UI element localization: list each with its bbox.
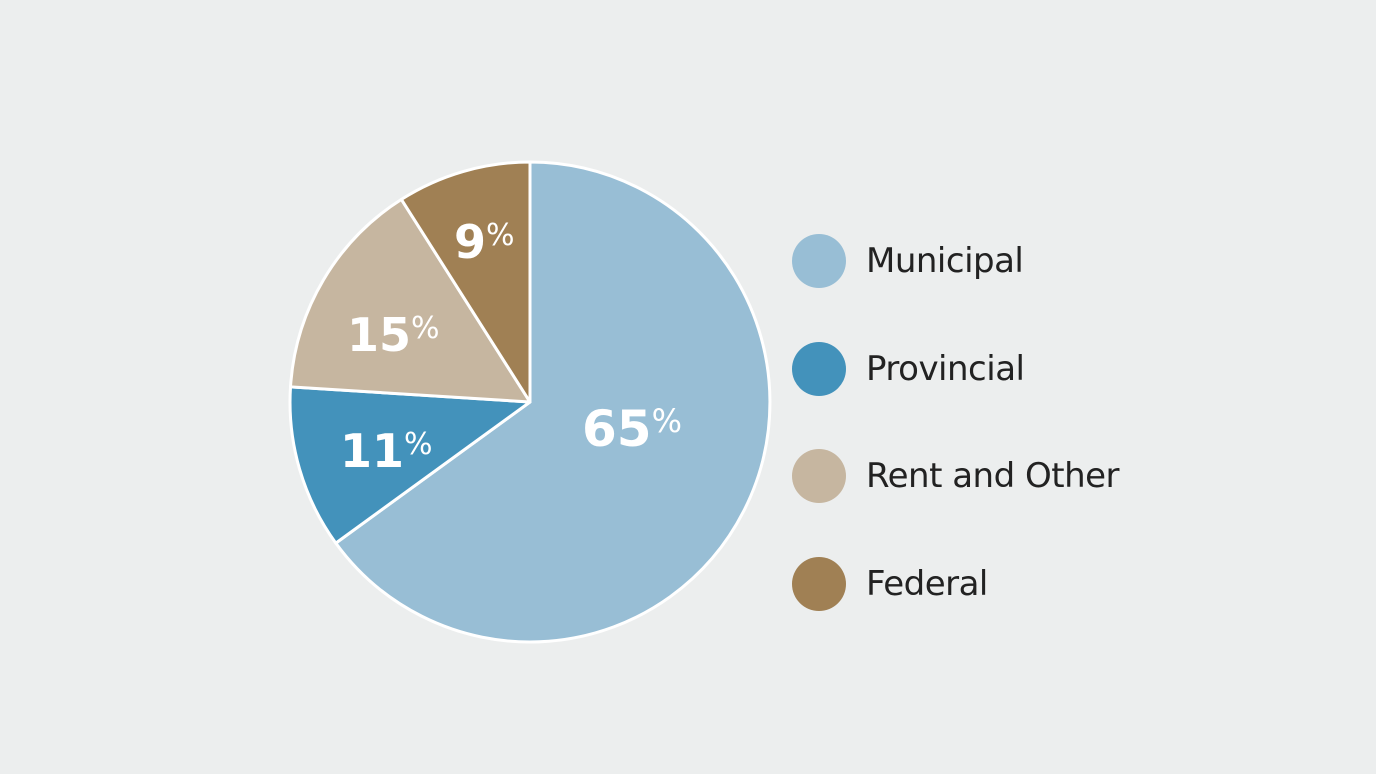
label-federal: 9%	[454, 215, 515, 269]
slice-rent-and-other[interactable]	[289, 197, 532, 404]
label-rent-and-other: 15%	[347, 308, 440, 362]
legend: Municipal Provincial Rent and Other Fede…	[792, 234, 1120, 664]
label-municipal: 65%	[582, 400, 682, 458]
legend-label: Municipal	[866, 241, 1024, 281]
legend-swatch-provincial-icon	[792, 341, 846, 396]
slice-provincial[interactable]	[288, 385, 532, 545]
slice-municipal[interactable]	[334, 160, 772, 644]
legend-swatch-rent-icon	[792, 449, 846, 503]
legend-item-rent-and-other[interactable]: Rent and Other	[792, 449, 1120, 503]
legend-label: Rent and Other	[866, 456, 1120, 496]
slice-federal[interactable]	[399, 160, 532, 404]
legend-item-municipal[interactable]: Municipal	[792, 234, 1119, 288]
legend-swatch-municipal-icon	[792, 234, 846, 288]
legend-item-provincial[interactable]: Provincial	[792, 341, 1119, 396]
legend-label: Federal	[866, 563, 988, 604]
legend-item-federal[interactable]: Federal	[792, 556, 1119, 611]
legend-swatch-federal-icon	[792, 556, 846, 611]
label-provincial: 11%	[340, 424, 433, 478]
legend-label: Provincial	[866, 348, 1025, 389]
